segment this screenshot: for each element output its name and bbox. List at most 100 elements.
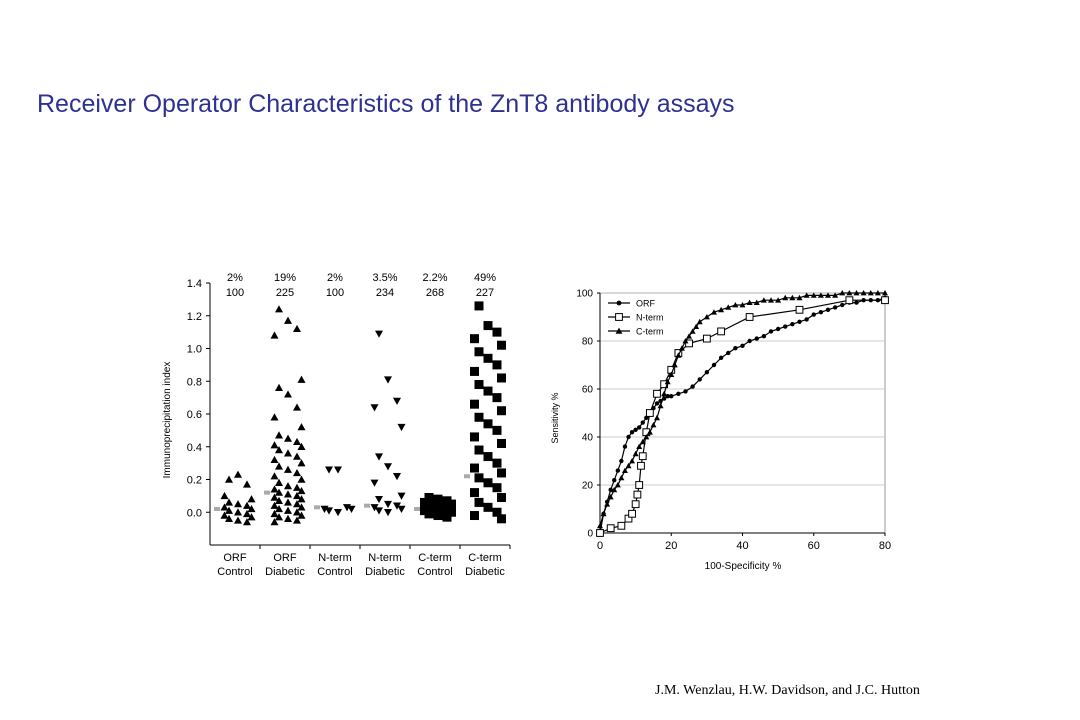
scatter-point — [275, 431, 283, 439]
scatter-y-axis-label: Immunoprecipitation index — [162, 362, 173, 479]
roc-series-point — [810, 292, 817, 298]
roc-series-point — [665, 394, 670, 399]
roc-series-point — [803, 292, 810, 298]
scatter-point — [275, 513, 283, 521]
scatter-y-tick-label: 0.6 — [187, 409, 202, 421]
scatter-point — [483, 386, 493, 396]
roc-series-point — [754, 336, 759, 341]
scatter-point — [297, 423, 306, 431]
scatter-point — [442, 512, 452, 522]
roc-series-point — [633, 427, 638, 432]
scatter-point — [270, 331, 279, 339]
roc-series-point — [853, 290, 860, 296]
scatter-point — [492, 327, 502, 337]
scatter-point — [470, 432, 479, 442]
scatter-point — [284, 449, 292, 457]
roc-series-point — [633, 490, 642, 499]
group-label-line1: N-term — [318, 552, 352, 564]
scatter-point — [270, 441, 279, 449]
scatter-point — [370, 504, 379, 512]
immunoprecipitation-scatter-chart: 2% 100 19% 225 2% 100 3.5% 234 2.2% 268 49% 227 1.4… — [162, 272, 511, 578]
roc-series-point — [768, 329, 774, 334]
roc-series-point — [619, 458, 624, 464]
roc-y-tick-label: 20 — [582, 481, 594, 492]
group-median-mark — [364, 503, 370, 508]
roc-x-tick-label: 20 — [665, 540, 677, 552]
roc-series-point — [733, 346, 738, 351]
roc-series-point — [718, 355, 724, 360]
scatter-point — [325, 466, 333, 474]
roc-series-point — [789, 294, 796, 301]
scatter-point — [433, 502, 443, 512]
roc-series-point — [717, 327, 726, 336]
roc-x-tick-label: 0 — [597, 540, 603, 552]
scatter-point — [293, 483, 301, 491]
roc-series-point — [854, 300, 859, 305]
scatter-point — [284, 490, 292, 498]
roc-series-point — [621, 467, 628, 473]
roc-series-point — [775, 326, 781, 332]
scatter-point — [270, 455, 279, 464]
roc-series-point — [637, 461, 645, 470]
group-count-label: 100 — [326, 287, 344, 299]
scatter-point — [243, 501, 251, 509]
scatter-y-tick-label: 0.8 — [187, 376, 202, 388]
scatter-point — [270, 501, 279, 509]
group-label-line2: Control — [317, 566, 352, 578]
scatter-point — [225, 506, 233, 514]
roc-series-point — [746, 299, 753, 305]
scatter-point — [270, 472, 279, 480]
scatter-point — [497, 340, 506, 350]
scatter-point — [483, 353, 493, 363]
roc-series-point — [860, 290, 867, 296]
scatter-point — [225, 514, 233, 522]
group-label-line2: Diabetic — [265, 566, 305, 578]
group-percent-label: 2.2% — [422, 272, 447, 284]
scatter-point — [347, 505, 356, 513]
scatter-point — [275, 383, 283, 391]
scatter-point — [297, 486, 306, 495]
roc-series-point — [618, 474, 625, 481]
roc-series-point — [745, 313, 754, 321]
scatter-point — [397, 505, 406, 513]
scatter-point — [375, 507, 383, 515]
scatter-point — [492, 483, 502, 493]
scatter-point — [483, 478, 493, 488]
scatter-point — [220, 491, 229, 500]
roc-series-point — [612, 478, 617, 483]
scatter-point — [397, 492, 406, 500]
roc-series-point — [661, 390, 668, 397]
roc-series-point — [795, 305, 804, 314]
scatter-point — [275, 446, 283, 454]
scatter-point — [297, 495, 306, 503]
scatter-point — [474, 497, 484, 507]
scatter-point — [270, 413, 279, 421]
roc-series-point — [678, 345, 685, 351]
group-percent-label: 2% — [327, 272, 343, 284]
group-median-mark — [464, 474, 470, 479]
roc-series-point — [654, 401, 660, 406]
scatter-point — [474, 412, 484, 422]
scatter-point — [470, 366, 479, 376]
group-label-line1: C-term — [418, 552, 452, 564]
scatter-point — [293, 452, 301, 460]
scatter-point — [474, 347, 484, 357]
roc-series-point — [726, 350, 731, 356]
roc-x-tick-label: 80 — [879, 540, 891, 552]
roc-series-point — [846, 290, 853, 296]
roc-series-point — [596, 529, 604, 537]
scatter-point — [470, 463, 479, 473]
scatter-point — [284, 316, 292, 324]
roc-series-point — [782, 294, 789, 301]
group-median-mark — [214, 506, 220, 511]
roc-series-point — [740, 343, 745, 348]
scatter-point — [483, 502, 493, 512]
roc-series-point — [632, 450, 639, 457]
roc-series-point — [703, 314, 710, 320]
scatter-y-tick-label: 0.2 — [187, 475, 202, 487]
roc-series-point — [664, 378, 671, 385]
scatter-point — [243, 509, 251, 518]
roc-x-tick-label: 60 — [808, 540, 820, 552]
group-percent-label: 3.5% — [372, 272, 397, 284]
roc-series-point — [882, 290, 888, 296]
